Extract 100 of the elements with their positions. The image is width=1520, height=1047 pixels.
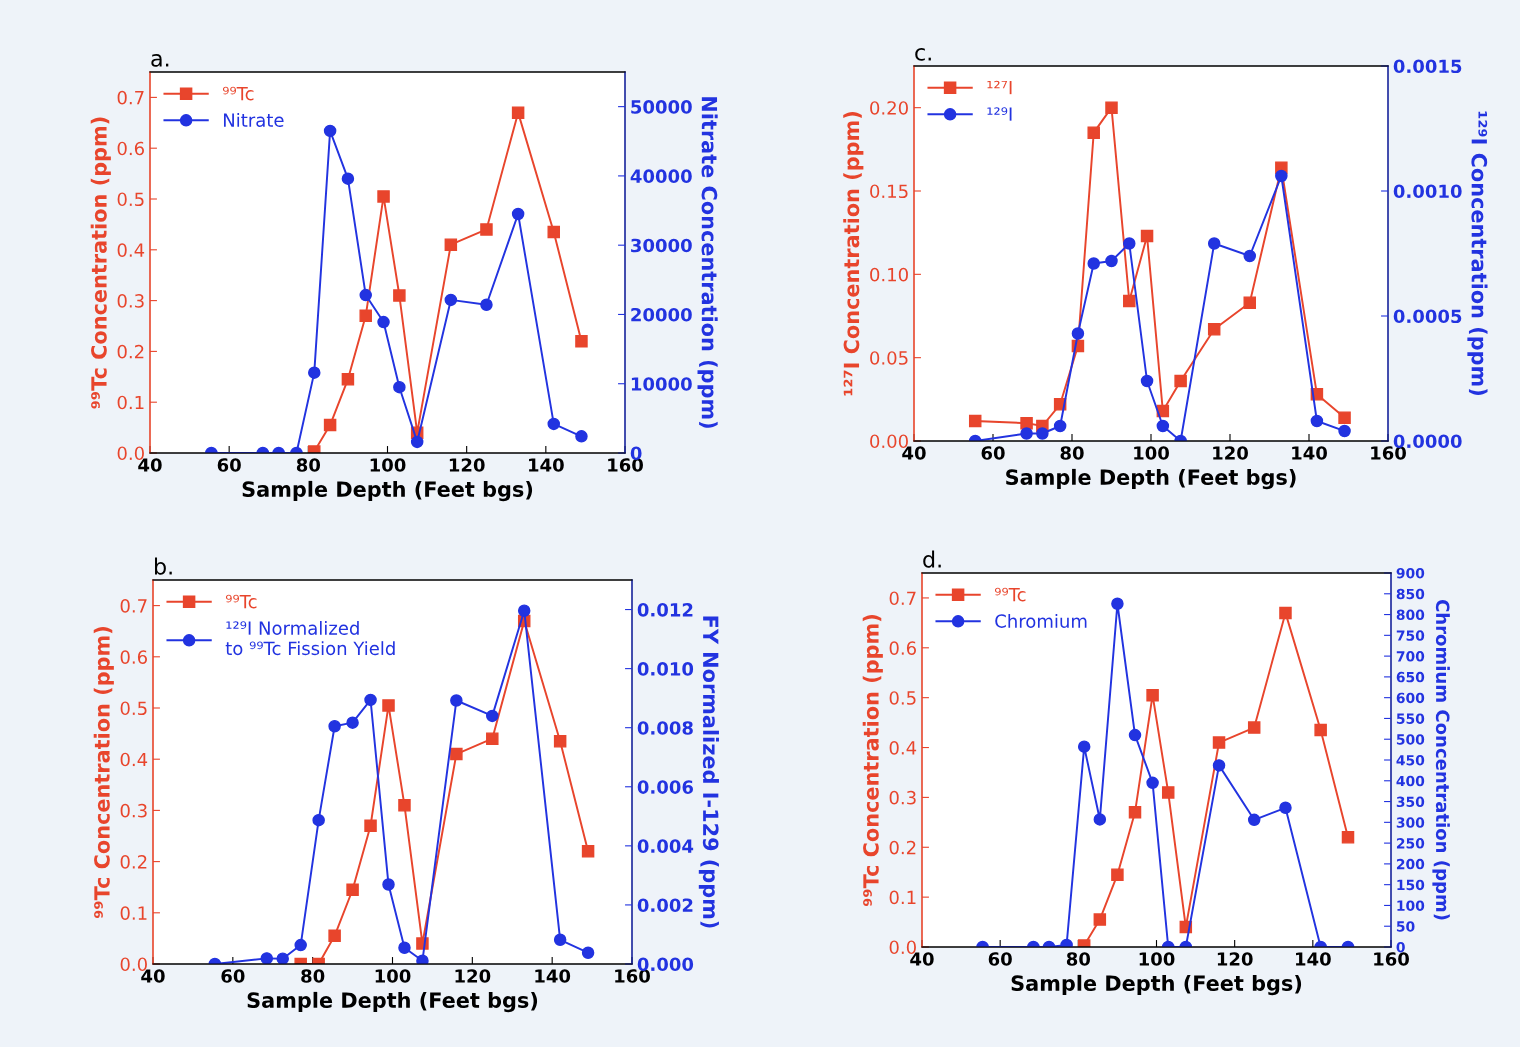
y2-tick-label: 900 [1396,567,1425,579]
point [1093,913,1107,926]
y2-tick-label: 0.0005 [1393,309,1462,324]
x-axis-title: Sample Depth (Feet bgs) [1006,468,1296,490]
x-tick-label: 80 [296,458,321,472]
y2-tick-label: 50000 [631,100,692,114]
x-tick-label: 100 [1139,952,1175,966]
point [1314,723,1327,737]
point [511,207,525,221]
y-tick-label: 0.2 [120,855,147,869]
point [276,952,289,964]
y2-tick-label: 0.0010 [1393,184,1462,199]
x-tick-label: 160 [615,969,650,983]
y-tick-label: 0.00 [870,434,908,449]
y-tick-label: 0.3 [117,294,144,308]
y2-tick-label: 250 [1396,838,1425,849]
point [581,946,595,960]
y2-tick-label: 30000 [631,238,692,253]
y-tick-label: 0.1 [120,906,147,920]
x-tick-label: 100 [375,969,411,983]
point [1247,721,1261,734]
y2-tick-label: 600 [1396,692,1425,704]
point [553,735,567,748]
y2-tick-label: 0.006 [637,780,693,794]
y-tick-label: 0.7 [889,591,916,606]
x-axis-title: Sample Depth (Feet bgs) [247,991,538,1013]
point [1020,416,1033,430]
point [1243,296,1257,309]
y-tick-label: 0.6 [889,641,916,655]
y2-tick-label: 40000 [630,169,692,184]
y2-tick-label: 850 [1396,588,1425,600]
y-tick-label: 0.0 [889,940,916,955]
y2-tick-label: 10000 [631,377,692,391]
y2-axis-title: Chromium Concentration (ppm) [1432,599,1450,920]
point [1093,813,1107,826]
point [382,878,395,891]
point [1105,254,1118,268]
point [416,954,429,964]
x-tick-label: 60 [221,969,245,983]
point [1247,813,1261,827]
y2-tick-label: 50 [1396,921,1415,932]
point [1243,249,1257,263]
x-tick-label: 60 [217,458,241,472]
y-tick-label: 0.6 [120,650,147,664]
point [1140,374,1154,388]
y2-tick-label: 650 [1396,671,1425,683]
x-tick-label: 80 [301,969,325,983]
y-tick-label: 0.0 [120,957,147,972]
y-tick-label: 0.5 [889,691,916,705]
point [553,933,567,947]
legend-label: Nitrate [223,112,284,127]
point [398,799,411,812]
y-axis-title: ¹²⁷I Concentration (ppm) [843,112,864,396]
point [480,223,493,236]
y2-tick-label: 20000 [631,307,692,322]
y2-tick-label: 400 [1396,775,1425,787]
y-axis-title: ⁹⁹Tc Concentration (ppm) [93,627,114,919]
point [1338,424,1351,438]
point [1275,169,1288,183]
point [1279,606,1292,620]
point [480,298,493,312]
y-tick-label: 0.05 [870,351,908,365]
y2-tick-label: 0.008 [637,721,693,735]
y2-tick-label: 0.0000 [1393,434,1462,449]
point [968,414,982,428]
y-tick-label: 0.3 [889,790,916,805]
y-tick-label: 0.2 [889,840,916,855]
point [1156,419,1170,433]
point [444,238,458,251]
point [308,366,321,379]
y2-tick-label: 500 [1396,734,1425,745]
x-tick-label: 100 [1134,446,1169,460]
y2-tick-label: 0.004 [637,839,694,853]
point [575,430,588,443]
x-tick-label: 40 [902,446,926,460]
y-tick-label: 0.7 [120,599,147,613]
point [1146,776,1159,790]
y-tick-label: 0.4 [117,243,145,257]
point [1087,257,1100,270]
point [328,719,341,733]
point [410,435,424,449]
point [547,417,561,431]
x-tick-label: 160 [608,458,643,472]
x-tick-label: 60 [988,952,1012,966]
point [444,293,458,307]
point [1279,801,1292,815]
legend-label: ⁹⁹Tc [222,86,254,101]
x-tick-label: 120 [449,458,485,472]
point [1140,229,1154,243]
point [359,309,372,323]
y-tick-label: 0.0 [117,446,144,461]
y-tick-label: 0.2 [117,344,144,359]
point [1207,237,1221,250]
y-tick-label: 0.20 [870,101,908,115]
y2-tick-label: 350 [1396,796,1425,808]
x-tick-label: 140 [1296,952,1331,966]
point [1128,806,1142,819]
point [1310,414,1324,428]
y2-tick-label: 750 [1396,630,1425,641]
point [377,315,390,329]
